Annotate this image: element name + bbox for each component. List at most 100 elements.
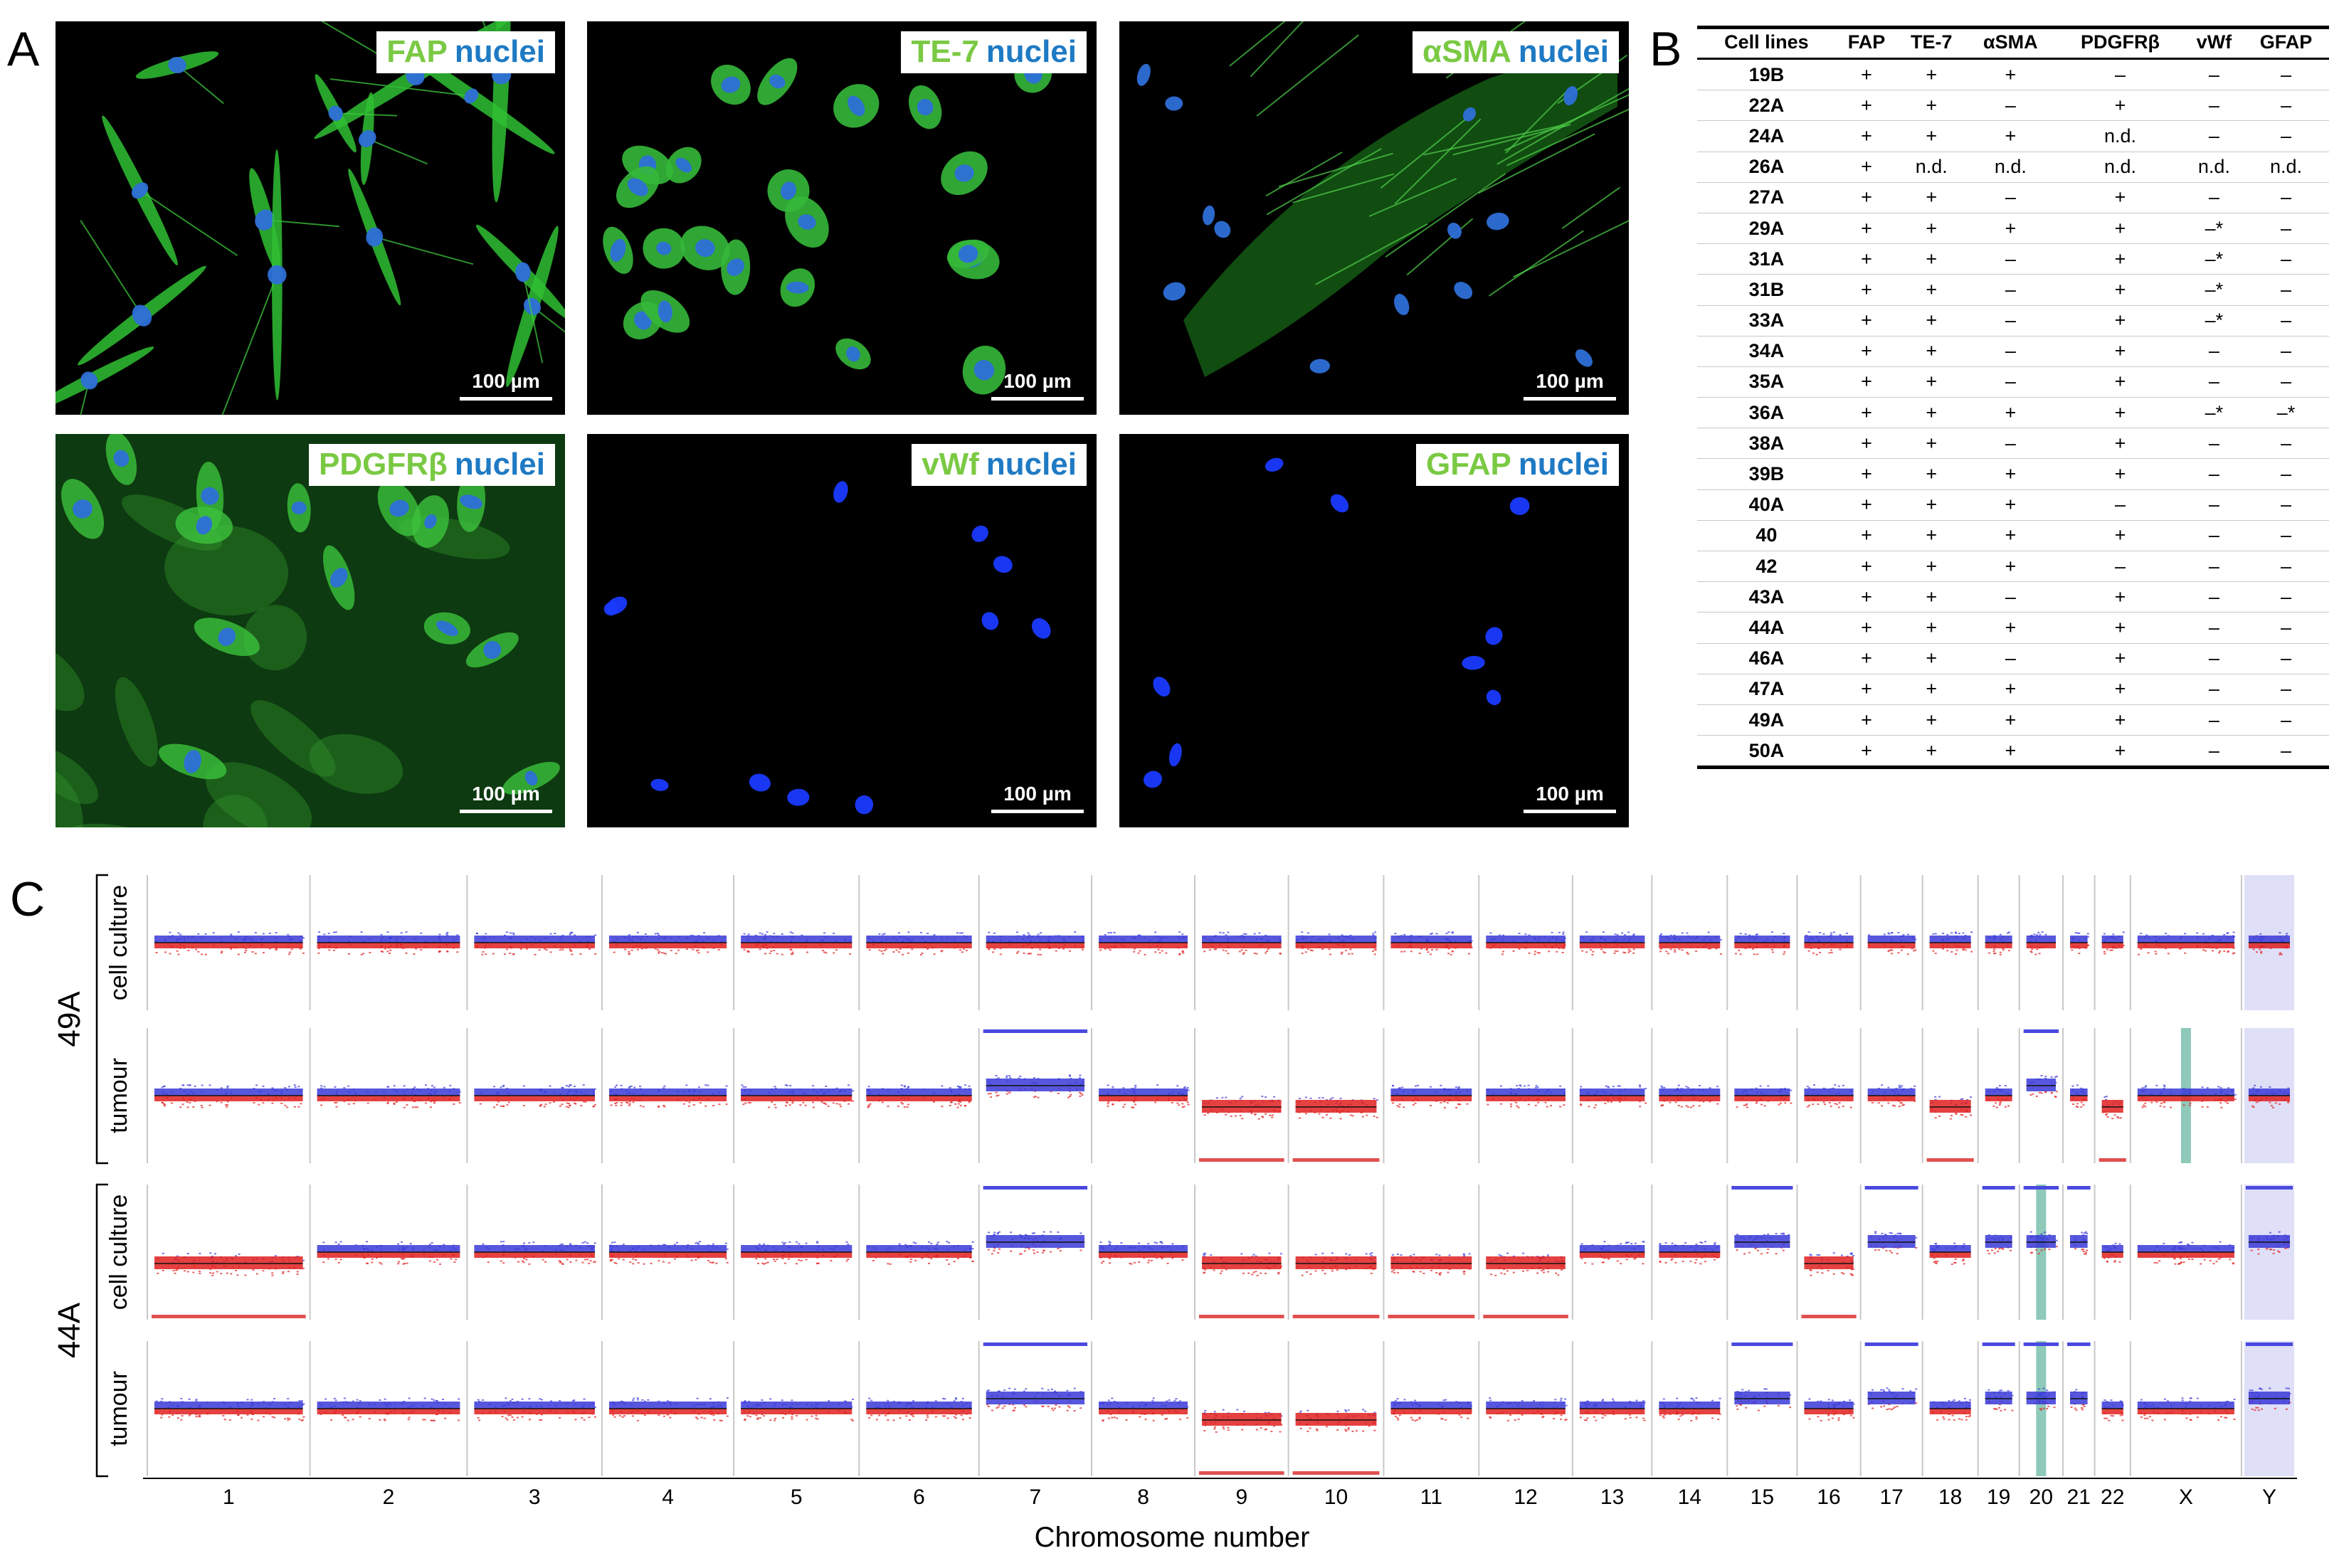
column-header: vWf	[2185, 26, 2244, 60]
table-cell: –	[2055, 58, 2185, 91]
cell-line-name: 24A	[1697, 120, 1836, 152]
loss-call	[1199, 1315, 1284, 1318]
chromosome-tick-label: 9	[1235, 1485, 1247, 1509]
table-cell: +	[1965, 58, 2056, 91]
cell-image	[1144, 457, 1530, 788]
gain-call	[2245, 1342, 2293, 1346]
table-cell: –	[2243, 305, 2329, 337]
table-cell: +	[2055, 643, 2185, 674]
table-cell: +	[2055, 213, 2185, 245]
column-header: Cell lines	[1697, 26, 1836, 60]
chromosome-segment	[2026, 1074, 2058, 1098]
table-cell: +	[2055, 428, 2185, 460]
chromosome-segment	[608, 931, 727, 955]
chromosome-segment	[2070, 1389, 2088, 1411]
row-label: tumour	[105, 1371, 132, 1446]
chromosome-segment	[154, 931, 305, 955]
marker-name: PDGFRβ	[318, 447, 448, 482]
chromosome-segment	[154, 1397, 305, 1421]
table-cell: –	[2185, 704, 2244, 736]
chromosome-segment	[1804, 1252, 1854, 1276]
table-cell: +	[1835, 243, 1898, 275]
table-row: 42 + + + – – –	[1697, 551, 2329, 583]
table-cell: –*	[2185, 397, 2244, 429]
micrograph-label: αSMA nuclei	[1413, 31, 1619, 73]
sample-label: 49A	[52, 991, 87, 1047]
marker-name: αSMA	[1422, 34, 1511, 69]
chromosome-tick-label: 7	[1030, 1485, 1042, 1509]
table-cell: +	[1965, 674, 2056, 705]
table-cell: +	[1897, 243, 1966, 275]
chromosome-segment	[2137, 931, 2236, 955]
chromosome-segment	[1295, 1096, 1378, 1120]
chromosome-segment	[1929, 931, 1973, 955]
table-cell: +	[1897, 366, 1966, 398]
table-row: 36A + + + + –* –*	[1697, 397, 2329, 429]
chromosome-segment	[1486, 1397, 1568, 1421]
chromosome-tick-label: 8	[1137, 1485, 1149, 1509]
table-row: 31B + + – + –* –	[1697, 274, 2329, 306]
table-cell: +	[1835, 643, 1898, 674]
table-cell: –	[1965, 366, 2056, 398]
table-cell: –	[2243, 58, 2329, 91]
chromosome-segment	[1486, 1084, 1566, 1108]
chromosome-segment	[1099, 1241, 1188, 1265]
table-cell: n.d.	[2243, 152, 2329, 183]
scale-bar: 100 µm	[991, 370, 1084, 401]
table-cell: –*	[2185, 305, 2244, 337]
table-cell: n.d.	[2055, 152, 2185, 183]
scale-bar: 100 µm	[460, 370, 552, 401]
table-cell: –	[2243, 274, 2329, 306]
gain-call	[1731, 1342, 1793, 1346]
cell-line-name: 26A	[1697, 152, 1836, 183]
table-cell: –	[2185, 674, 2244, 705]
table-cell: –	[2185, 551, 2244, 583]
chromosome-segment	[1390, 1084, 1472, 1108]
chromosome-tick-label: 2	[383, 1485, 395, 1509]
stain-name: nuclei	[454, 447, 545, 482]
table-cell: +	[2055, 366, 2185, 398]
cell-image	[56, 434, 565, 827]
table-cell: –	[2243, 551, 2329, 583]
chromosome-segment	[1295, 931, 1377, 955]
chromosome-segment	[986, 931, 1085, 955]
table-cell: +	[1835, 735, 1898, 770]
table-row: 19B + + + – – –	[1697, 58, 2329, 91]
chromosome-tick-label: 20	[2029, 1485, 2053, 1509]
micrograph-label: PDGFRβ nuclei	[308, 444, 555, 486]
chromosome-segment	[1202, 1252, 1282, 1276]
scale-label: 100 µm	[472, 370, 540, 392]
chromosome-tick-label: 22	[2101, 1485, 2124, 1509]
gain-call	[2023, 1029, 2059, 1033]
table-cell: +	[2055, 336, 2185, 367]
table-cell: –	[2243, 428, 2329, 460]
chromosome-segment	[154, 1252, 305, 1276]
chromosome-tick-label: 6	[913, 1485, 925, 1509]
table-cell: n.d.	[1897, 152, 1966, 183]
table-cell: +	[1897, 674, 1966, 705]
chromosome-segment	[1867, 1387, 1918, 1411]
chromosome-tick-label: 21	[2067, 1485, 2091, 1509]
table-cell: +	[1897, 397, 1966, 429]
micrograph-fap: FAP nuclei 100 µm	[56, 21, 565, 415]
chromosome-segment	[474, 1241, 596, 1265]
chromosome-segment	[1295, 1409, 1377, 1432]
cell-line-name: 31B	[1697, 274, 1836, 306]
table-row: 39B + + + + – –	[1697, 458, 2329, 490]
chromosome-segment	[1202, 931, 1282, 955]
table-cell: +	[1897, 458, 1966, 490]
scale-label: 100 µm	[1536, 783, 1604, 805]
table-cell: +	[2055, 90, 2185, 122]
table-cell: –	[2185, 182, 2244, 213]
chromosome-segment	[608, 1241, 729, 1265]
cell-line-name: 47A	[1697, 674, 1836, 705]
table-cell: –	[2185, 489, 2244, 521]
chromosome-segment	[1867, 931, 1917, 955]
cell-line-name: 29A	[1697, 213, 1836, 245]
chromosome-segment	[1659, 1084, 1721, 1108]
chromosome-segment	[2101, 1242, 2123, 1263]
stain-name: nuclei	[986, 447, 1077, 482]
cell-line-name: 31A	[1697, 243, 1836, 275]
chromosome-segment	[1659, 1397, 1721, 1421]
table-row: 38A + + – + – –	[1697, 428, 2329, 460]
